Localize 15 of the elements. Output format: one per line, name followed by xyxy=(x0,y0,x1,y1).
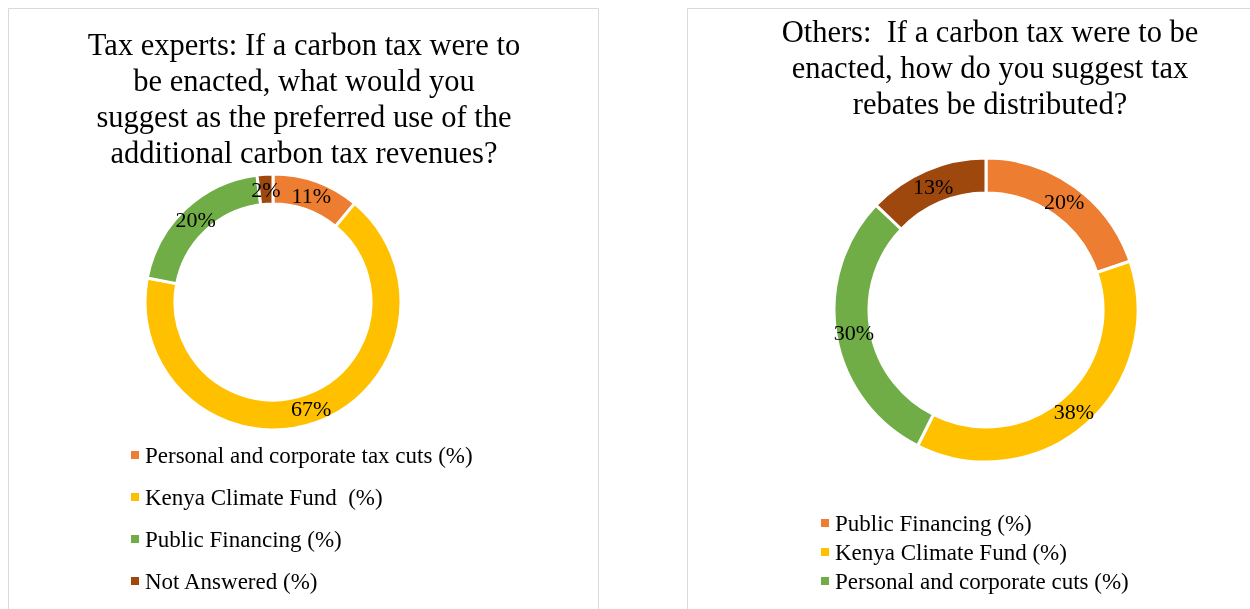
legend-label: Personal and corporate cuts (%) xyxy=(835,568,1129,594)
legend-label: Kenya Climate Fund (%) xyxy=(145,484,383,510)
data-label: 67% xyxy=(291,395,332,421)
data-label: 20% xyxy=(175,207,216,233)
legend-label: Public Financing (%) xyxy=(145,526,342,552)
chart-title: Others: If a carbon tax were to be enacted, how do you suggest tax rebates be distributed? xyxy=(781,15,1199,121)
legend-label: Not Answered (%) xyxy=(145,568,318,594)
data-label: 13% xyxy=(913,174,954,200)
data-label: 38% xyxy=(1053,398,1095,424)
legend-label: Public Financing (%) xyxy=(835,510,1032,536)
data-label: 11% xyxy=(291,183,332,209)
data-label: 20% xyxy=(1043,188,1085,214)
legend-label: Kenya Climate Fund (%) xyxy=(835,539,1067,565)
chart-title: Tax experts: If a carbon tax were to be enacted, what would you suggest as the preferred use of the additional carbon tax revenues? xyxy=(87,28,521,170)
legend-label: Personal and corporate tax cuts (%) xyxy=(145,442,473,468)
